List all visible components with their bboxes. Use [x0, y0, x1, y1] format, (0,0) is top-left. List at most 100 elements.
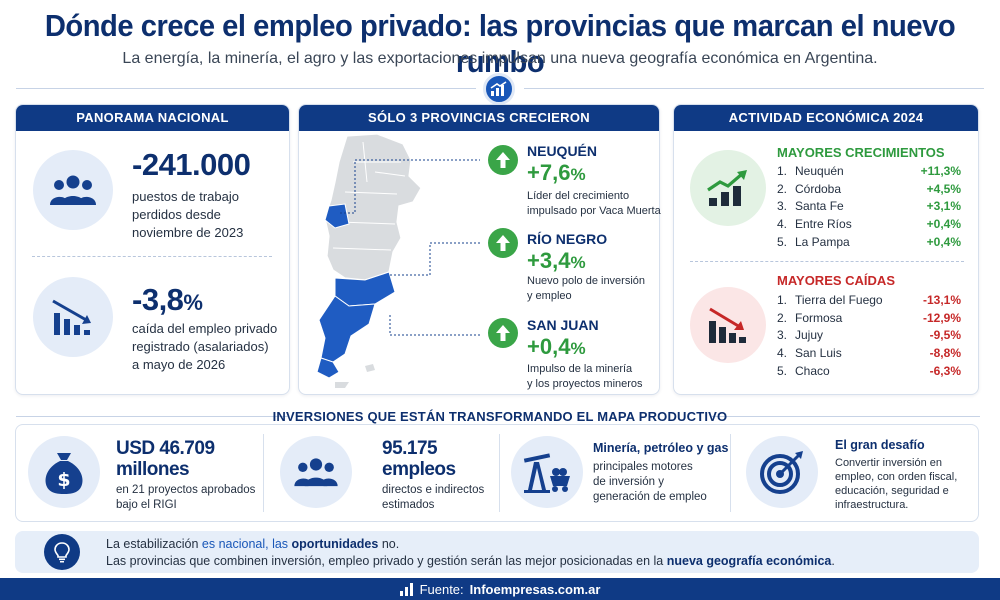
neuquen-desc-1: Líder del crecimiento	[527, 190, 630, 202]
jobs-estimated-text-1: directos e indirectos	[382, 484, 485, 496]
sanjuan-desc-2: y los proyectos mineros	[527, 378, 643, 390]
sanjuan-number: +0,4	[527, 334, 571, 359]
employment-drop-unit: %	[183, 290, 203, 315]
jobs-estimated-text-2: estimados	[382, 499, 435, 511]
lightbulb-icon	[44, 534, 80, 570]
activity-separator	[690, 261, 964, 262]
divider-left	[16, 88, 476, 89]
panorama-separator	[32, 256, 272, 257]
jobs-lost-text-2: perdidos desde	[132, 207, 221, 222]
challenge-text-4: infraestructura.	[835, 499, 909, 511]
rionegro-value: +3,4%	[527, 248, 586, 274]
banner-line-1: La estabilización es nacional, las oport…	[106, 537, 399, 551]
decline-value: -12,9%	[922, 311, 961, 325]
decline-row: 4. San Luis -8,8%	[777, 346, 961, 363]
investment-usd-unit: millones	[116, 459, 190, 480]
decline-row: 5. Chaco -6,3%	[777, 364, 961, 381]
closing-banner	[15, 531, 979, 573]
growth-name: Santa Fe	[795, 199, 844, 213]
decline-chart-red-icon	[690, 287, 766, 363]
banner-line1-d: no.	[378, 537, 400, 551]
provinces-heading: SÓLO 3 PROVINCIAS CRECIERON	[299, 105, 659, 131]
people-jobs-icon	[280, 436, 352, 508]
investments-separator	[263, 434, 264, 512]
bar-chart-icon	[399, 582, 413, 596]
oil-pump-mining-icon	[511, 436, 583, 508]
employment-drop-number: -3,8	[132, 282, 184, 317]
map-connector-lines	[340, 159, 480, 336]
challenge-text-1: Convertir inversión en	[835, 457, 942, 469]
growth-value: +11,3%	[920, 164, 961, 178]
growth-rank: 1.	[777, 164, 788, 178]
decline-value: -13,1%	[922, 293, 961, 307]
sectors-text-1: principales motores	[593, 461, 693, 473]
activity-heading: ACTIVIDAD ECONÓMICA 2024	[674, 105, 978, 131]
decline-value: -9,5%	[929, 328, 961, 342]
svg-text:$: $	[57, 469, 70, 491]
panorama-heading: PANORAMA NACIONAL	[16, 105, 289, 131]
rionegro-number: +3,4	[527, 248, 571, 273]
banner-line1-c: oportunidades	[291, 537, 379, 551]
decline-name: Chaco	[795, 364, 830, 378]
section-divider-right	[712, 416, 980, 417]
decline-heading: MAYORES CAÍDAS	[777, 273, 895, 288]
growth-name: Córdoba	[795, 182, 842, 196]
section-divider-left	[16, 416, 288, 417]
challenge-text-2: empleo, con orden fiscal,	[835, 471, 958, 483]
decline-rank: 4.	[777, 346, 788, 360]
decline-row: 3. Jujuy -9,5%	[777, 328, 961, 345]
employment-drop-text-3: a mayo de 2026	[132, 357, 226, 372]
banner-line1-b: es nacional, las	[198, 537, 292, 551]
banner-line1-a: La estabilización	[106, 537, 199, 551]
growth-value: +0,4%	[926, 217, 961, 231]
decline-rank: 1.	[777, 293, 788, 307]
growth-value: +0,4%	[926, 235, 961, 249]
decline-value: -8,8%	[929, 346, 961, 360]
sectors-text-2: de inversión y	[593, 476, 664, 488]
neuquen-name: NEUQUÉN	[527, 143, 598, 159]
rionegro-name: RÍO NEGRO	[527, 231, 608, 247]
chart-growth-icon	[483, 73, 515, 105]
money-bag-icon: $	[28, 436, 100, 508]
neuquen-unit: %	[570, 165, 586, 184]
neuquen-value: +7,6%	[527, 160, 586, 186]
decline-name: Tierra del Fuego	[795, 293, 883, 307]
investment-usd-text-2: bajo el RIGI	[116, 499, 177, 511]
banner-line2-b: nueva geografía económica	[666, 554, 832, 568]
decline-rank: 3.	[777, 328, 788, 342]
banner-line2-a: Las provincias que combinen inversión, e…	[106, 554, 667, 568]
investments-card	[15, 424, 979, 522]
decline-rank: 2.	[777, 311, 788, 325]
investment-usd-text-1: en 21 proyectos aprobados	[116, 484, 256, 496]
growth-value: +3,1%	[926, 199, 961, 213]
sectors-title: Minería, petróleo y gas	[593, 441, 729, 455]
decline-value: -6,3%	[929, 364, 961, 378]
investments-separator	[730, 434, 731, 512]
jobs-lost-text-1: puestos de trabajo	[132, 189, 239, 204]
employment-drop-text-2: registrado (asalariados)	[132, 339, 269, 354]
growth-heading: MAYORES CRECIMIENTOS	[777, 145, 945, 160]
footer-prefix: Fuente:	[419, 581, 464, 597]
banner-line-2: Las provincias que combinen inversión, e…	[106, 554, 835, 568]
growth-name: Entre Ríos	[795, 217, 852, 231]
sanjuan-value: +0,4%	[527, 334, 586, 360]
decline-rank: 5.	[777, 364, 788, 378]
rionegro-desc-2: y empleo	[527, 290, 572, 302]
decline-name: Formosa	[795, 311, 843, 325]
rionegro-desc-1: Nuevo polo de inversión	[527, 275, 646, 287]
growth-rank: 4.	[777, 217, 788, 231]
decline-row: 1. Tierra del Fuego -13,1%	[777, 293, 961, 310]
decline-name: San Luis	[795, 346, 842, 360]
growth-rank: 5.	[777, 235, 788, 249]
footer-source-link[interactable]: Infoempresas.com.ar	[469, 581, 601, 597]
sanjuan-unit: %	[570, 339, 586, 358]
investments-separator	[499, 434, 500, 512]
neuquen-number: +7,6	[527, 160, 571, 185]
growth-rank: 2.	[777, 182, 788, 196]
growth-rank: 3.	[777, 199, 788, 213]
page-title: Dónde crece el empleo privado: las provi…	[44, 8, 956, 79]
growth-row: 3. Santa Fe +3,1%	[777, 199, 961, 216]
growth-name: Neuquén	[795, 164, 844, 178]
sanjuan-desc-1: Impulso de la minería	[527, 363, 633, 375]
growth-name: La Pampa	[795, 235, 850, 249]
